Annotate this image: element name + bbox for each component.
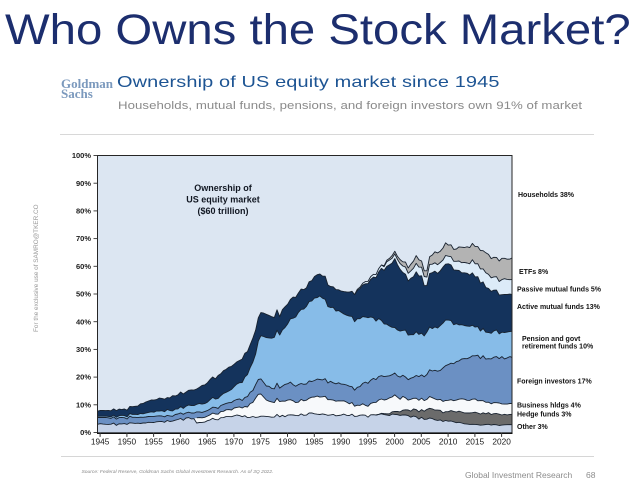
svg-text:0%: 0%	[80, 428, 91, 437]
svg-text:Active mutual funds 13%: Active mutual funds 13%	[517, 304, 601, 311]
svg-text:Hedge funds 3%: Hedge funds 3%	[517, 411, 572, 418]
svg-text:30%: 30%	[76, 345, 91, 354]
svg-text:2000: 2000	[385, 437, 404, 447]
svg-text:1970: 1970	[225, 437, 244, 447]
svg-text:1945: 1945	[91, 437, 110, 447]
svg-text:1995: 1995	[359, 437, 378, 447]
svg-text:1960: 1960	[171, 437, 190, 447]
svg-text:20%: 20%	[76, 373, 91, 382]
svg-text:90%: 90%	[76, 179, 91, 188]
svg-text:Passive mutual funds 5%: Passive mutual funds 5%	[517, 286, 602, 293]
svg-text:2015: 2015	[466, 437, 485, 447]
svg-text:1980: 1980	[278, 437, 297, 447]
svg-text:Pension and govt: Pension and govt	[522, 336, 581, 343]
svg-text:ETFs 8%: ETFs 8%	[519, 269, 549, 276]
svg-text:2010: 2010	[439, 437, 458, 447]
svg-text:100%: 100%	[72, 151, 92, 160]
svg-text:Foreign investors 17%: Foreign investors 17%	[517, 379, 592, 386]
svg-text:US equity market: US equity market	[186, 195, 260, 205]
svg-text:($60 trillion): ($60 trillion)	[197, 206, 248, 216]
svg-text:10%: 10%	[76, 400, 91, 409]
svg-text:2020: 2020	[492, 437, 511, 447]
svg-text:1965: 1965	[198, 437, 217, 447]
svg-text:60%: 60%	[76, 262, 91, 271]
svg-text:1985: 1985	[305, 437, 324, 447]
svg-text:1975: 1975	[251, 437, 270, 447]
svg-text:1950: 1950	[118, 437, 137, 447]
svg-text:retirement funds 10%: retirement funds 10%	[522, 344, 594, 351]
svg-text:80%: 80%	[76, 207, 91, 216]
svg-text:1955: 1955	[144, 437, 163, 447]
svg-text:1990: 1990	[332, 437, 351, 447]
svg-text:50%: 50%	[76, 290, 91, 299]
svg-text:Business hldgs 4%: Business hldgs 4%	[517, 403, 582, 410]
svg-text:40%: 40%	[76, 317, 91, 326]
svg-text:Ownership of: Ownership of	[194, 183, 253, 193]
svg-text:Households 38%: Households 38%	[518, 192, 575, 199]
svg-text:Other 3%: Other 3%	[517, 424, 549, 431]
svg-text:2005: 2005	[412, 437, 431, 447]
svg-text:70%: 70%	[76, 234, 91, 243]
